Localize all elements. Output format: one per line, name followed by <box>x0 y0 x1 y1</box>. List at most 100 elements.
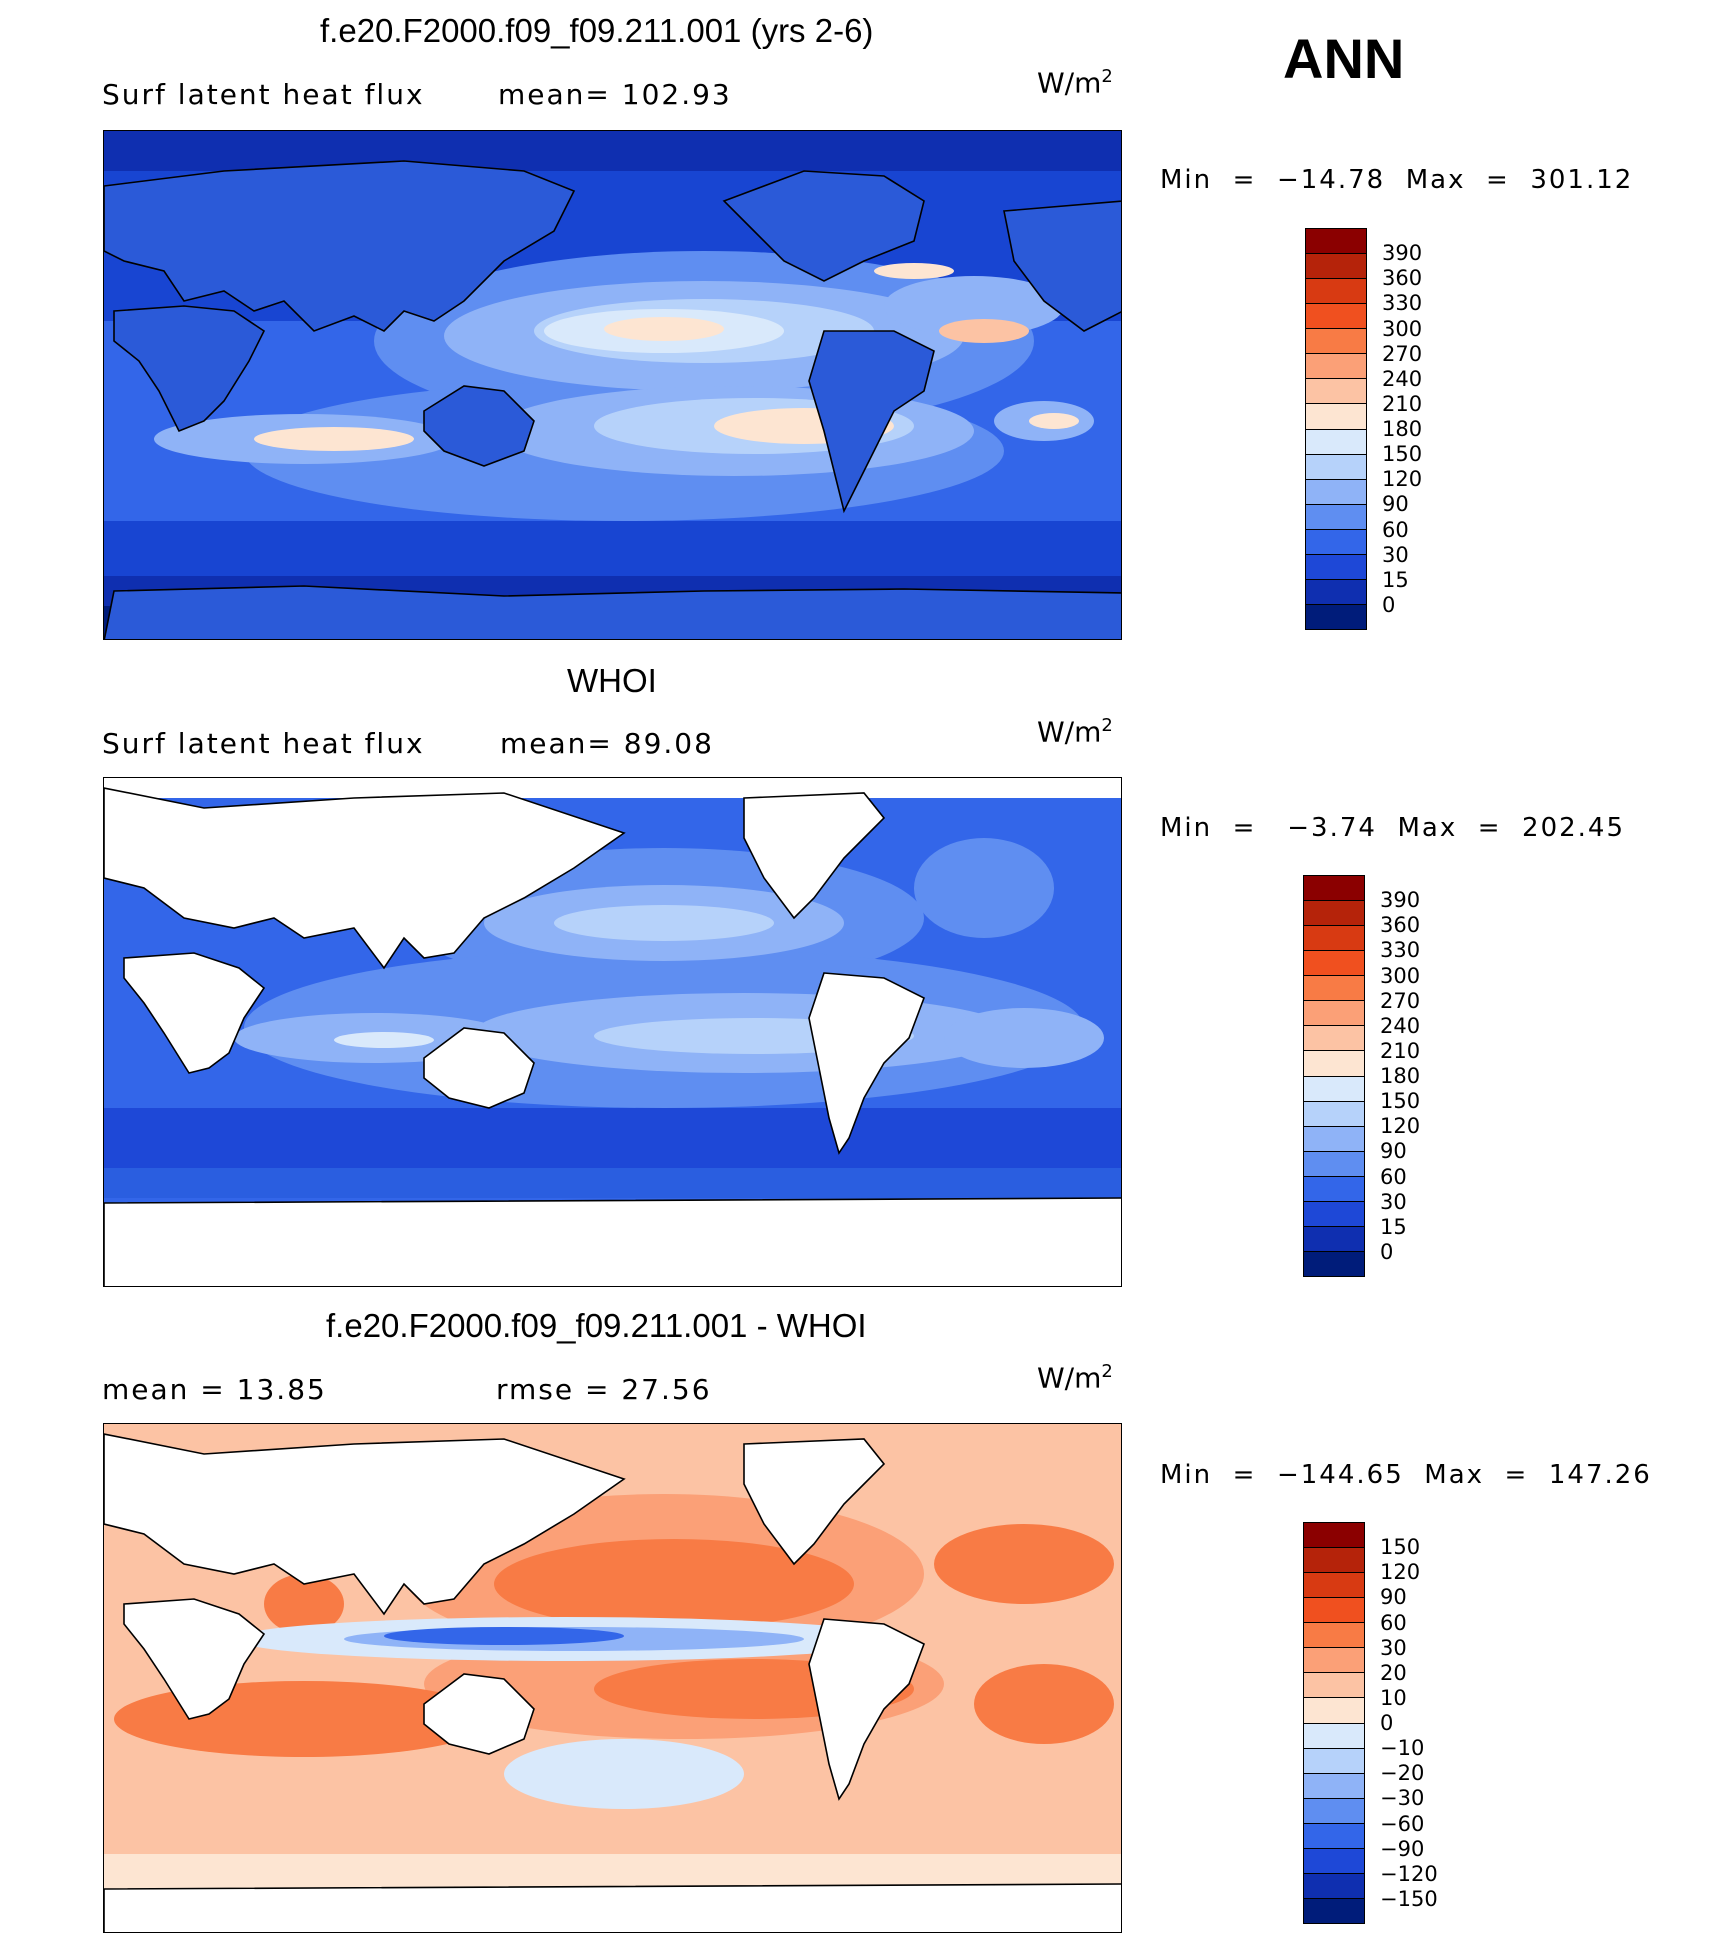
panel1-colorbar <box>1305 228 1367 630</box>
panel3-colorbar-ticks: 150 120 90 60 30 20 10 0 −10 −20 −30 −60 −90 −120 −150 <box>1380 1522 1460 1924</box>
colorbar-tick-label: 330 <box>1382 291 1423 316</box>
colorbar-swatch <box>1306 579 1366 605</box>
colorbar-swatch <box>1306 354 1366 380</box>
colorbar-swatch <box>1306 454 1366 480</box>
colorbar-tick-label: 30 <box>1380 1635 1407 1660</box>
colorbar-swatch <box>1304 1648 1364 1674</box>
colorbar-swatch <box>1304 1898 1364 1923</box>
colorbar-tick-label: 90 <box>1380 1585 1407 1610</box>
colorbar-swatch <box>1304 926 1364 952</box>
colorbar-swatch <box>1306 254 1366 280</box>
panel3-units: W/m2 <box>1037 1361 1113 1395</box>
colorbar-swatch <box>1304 1873 1364 1899</box>
colorbar-swatch <box>1306 404 1366 430</box>
colorbar-tick-label: −10 <box>1380 1736 1425 1761</box>
colorbar-swatch <box>1306 229 1366 255</box>
colorbar-swatch <box>1306 504 1366 530</box>
colorbar-tick-label: 60 <box>1380 1610 1407 1635</box>
season-label: ANN <box>1283 27 1405 90</box>
colorbar-tick-label: 15 <box>1382 567 1409 592</box>
colorbar-swatch <box>1304 1051 1364 1077</box>
panel1-colorbar-ticks: 390 360 330 300 270 240 210 180 150 120 90 60 30 15 0 <box>1382 228 1462 630</box>
colorbar-tick-label: 60 <box>1380 1164 1407 1189</box>
colorbar-swatch <box>1304 1101 1364 1127</box>
colorbar-swatch <box>1304 1201 1364 1227</box>
colorbar-tick-label: −20 <box>1380 1761 1425 1786</box>
panel2-title: WHOI <box>567 662 657 699</box>
colorbar-tick-label: 360 <box>1382 266 1423 291</box>
colorbar-swatch <box>1306 329 1366 355</box>
colorbar-swatch <box>1304 1251 1364 1276</box>
colorbar-swatch <box>1304 1723 1364 1749</box>
colorbar-swatch <box>1304 1126 1364 1152</box>
colorbar-swatch <box>1306 604 1366 629</box>
colorbar-tick-label: 0 <box>1380 1711 1394 1735</box>
colorbar-tick-label: 150 <box>1380 1089 1421 1114</box>
colorbar-swatch <box>1304 1673 1364 1699</box>
panel3-map <box>103 1423 1122 1933</box>
colorbar-tick-label: 180 <box>1380 1064 1421 1088</box>
colorbar-tick-label: 360 <box>1380 913 1421 938</box>
colorbar-tick-label: 150 <box>1382 442 1423 467</box>
panel3-map-field <box>104 1424 1121 1932</box>
colorbar-swatch <box>1304 1698 1364 1724</box>
colorbar-tick-label: 120 <box>1380 1560 1421 1585</box>
colorbar-swatch <box>1304 1548 1364 1574</box>
colorbar-swatch <box>1304 901 1364 927</box>
colorbar-tick-label: 390 <box>1382 241 1423 266</box>
colorbar-swatch <box>1306 279 1366 305</box>
colorbar-tick-label: 270 <box>1382 341 1423 366</box>
colorbar-swatch <box>1306 554 1366 580</box>
colorbar-tick-label: −90 <box>1380 1836 1425 1861</box>
panel2-variable-label: Surf latent heat flux <box>102 727 425 760</box>
panel3-title: f.e20.F2000.f09_f09.211.001 - WHOI <box>326 1307 867 1344</box>
colorbar-tick-label: 120 <box>1382 467 1423 492</box>
colorbar-tick-label: −120 <box>1380 1861 1438 1886</box>
colorbar-tick-label: 90 <box>1382 492 1409 517</box>
panel1-map-field <box>104 131 1121 639</box>
panel2-mean-label: mean= 89.08 <box>500 727 714 760</box>
colorbar-swatch <box>1304 1176 1364 1202</box>
colorbar-tick-label: 120 <box>1380 1114 1421 1139</box>
colorbar-swatch <box>1304 1076 1364 1102</box>
colorbar-swatch <box>1304 1523 1364 1549</box>
colorbar-tick-label: 210 <box>1380 1038 1421 1063</box>
colorbar-tick-label: 240 <box>1380 1013 1421 1038</box>
colorbar-tick-label: −60 <box>1380 1811 1425 1836</box>
panel1-variable-label: Surf latent heat flux <box>102 78 425 111</box>
colorbar-swatch <box>1306 479 1366 505</box>
panel3-mean-label: mean = 13.85 <box>102 1373 327 1406</box>
panel2-map <box>103 777 1122 1287</box>
colorbar-swatch <box>1304 1773 1364 1799</box>
colorbar-tick-label: 390 <box>1380 888 1421 913</box>
colorbar-tick-label: 240 <box>1382 366 1423 391</box>
panel3-minmax: Min = −144.65 Max = 147.26 <box>1160 1460 1652 1490</box>
colorbar-swatch <box>1306 529 1366 555</box>
colorbar-tick-label: 60 <box>1382 517 1409 542</box>
panel1-minmax: Min = −14.78 Max = 301.12 <box>1160 165 1634 195</box>
colorbar-swatch <box>1304 1026 1364 1052</box>
colorbar-tick-label: −30 <box>1380 1786 1425 1811</box>
colorbar-swatch <box>1306 429 1366 455</box>
colorbar-swatch <box>1304 1823 1364 1849</box>
colorbar-swatch <box>1304 1623 1364 1649</box>
colorbar-swatch <box>1304 1598 1364 1624</box>
colorbar-tick-label: 90 <box>1380 1139 1407 1164</box>
colorbar-tick-label: 0 <box>1382 592 1396 617</box>
colorbar-swatch <box>1306 379 1366 405</box>
colorbar-swatch <box>1306 304 1366 330</box>
colorbar-tick-label: 0 <box>1380 1239 1394 1264</box>
colorbar-swatch <box>1304 1151 1364 1177</box>
colorbar-swatch <box>1304 976 1364 1002</box>
colorbar-swatch <box>1304 876 1364 902</box>
colorbar-tick-label: 15 <box>1380 1214 1407 1239</box>
colorbar-tick-label: 300 <box>1382 316 1423 341</box>
colorbar-swatch <box>1304 1848 1364 1874</box>
colorbar-tick-label: 30 <box>1382 542 1409 567</box>
panel2-map-field <box>104 787 1121 1286</box>
panel1-units: W/m2 <box>1037 66 1113 100</box>
colorbar-tick-label: 20 <box>1380 1660 1407 1685</box>
colorbar-swatch <box>1304 1798 1364 1824</box>
panel1-title: f.e20.F2000.f09_f09.211.001 (yrs 2-6) <box>320 12 874 49</box>
colorbar-tick-label: 330 <box>1380 938 1421 963</box>
